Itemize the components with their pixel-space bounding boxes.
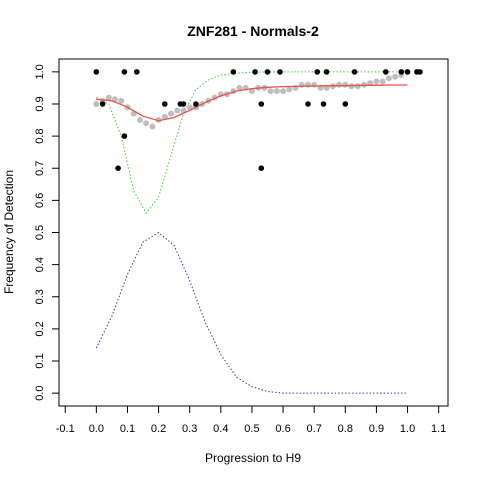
smoothed-point	[367, 80, 374, 87]
x-tick-label: 0.9	[369, 423, 384, 435]
smoothed-point	[373, 78, 380, 85]
smoothed-point	[112, 96, 118, 103]
x-axis-label: Progression to H9	[205, 451, 301, 465]
smoothed-point	[236, 84, 243, 91]
y-tick-label: 0.7	[34, 161, 46, 176]
y-axis-label: Frequency of Detection	[2, 170, 16, 294]
smoothed-point	[155, 117, 162, 123]
x-tick-label: 0.6	[275, 423, 290, 435]
smoothed-point	[385, 75, 392, 82]
smoothed-point	[186, 104, 193, 111]
y-tick-label: 0.4	[34, 257, 46, 272]
observed-point	[277, 69, 283, 75]
observed-point	[99, 101, 106, 107]
x-axis: -0.1 0.0 0.1 0.2 0.3 0.4 0.5 0.6 0.7 0.8 0.9 1.0 1.1	[56, 405, 446, 435]
chart-title: ZNF281 - Normals-2	[187, 23, 319, 39]
y-tick-label: 0.3	[34, 289, 46, 304]
smoothed-point	[392, 73, 399, 80]
x-tick-label: 1.0	[400, 423, 415, 435]
smoothed-point	[379, 78, 386, 85]
smoothed-point	[174, 107, 181, 114]
upper-band-curve	[96, 71, 408, 215]
observed-point	[121, 69, 128, 75]
observed-point	[252, 69, 258, 75]
observed-point	[121, 133, 128, 139]
observed-point	[258, 101, 265, 107]
observed-point	[404, 69, 411, 75]
smoothed-point	[336, 81, 343, 88]
observed-point	[417, 69, 423, 75]
x-tick-label: 0.0	[89, 423, 104, 435]
smoothed-point	[161, 113, 168, 120]
x-tick-label: 1.1	[431, 423, 446, 435]
smoothed-point	[286, 86, 293, 93]
observed-point	[193, 101, 199, 107]
smoothed-point	[105, 94, 112, 101]
plot-frame	[58, 58, 449, 407]
smoothed-point	[149, 123, 156, 130]
observed-point	[314, 69, 321, 75]
observed-point	[351, 69, 358, 75]
x-tick-label: 0.7	[307, 423, 322, 435]
observed-point	[323, 69, 330, 75]
series-layer	[93, 68, 423, 394]
y-tick-label: 1.0	[34, 64, 46, 79]
x-tick-label: 0.3	[182, 423, 197, 435]
observed-point	[258, 165, 265, 171]
smoothed-point	[118, 97, 125, 104]
smoothed-point	[168, 110, 174, 117]
y-axis: 0.0 0.1 0.2 0.3 0.4 0.5 0.6 0.7 0.8 0.9 1.0	[34, 64, 60, 401]
smoothed-point	[342, 81, 349, 88]
observed-point	[230, 69, 237, 75]
y-tick-label: 0.1	[34, 353, 46, 368]
fit-line	[96, 84, 408, 122]
observed-point	[398, 69, 405, 75]
smoothed-point	[273, 88, 280, 95]
smoothed-point	[136, 117, 143, 123]
x-tick-label: 0.5	[244, 423, 259, 435]
y-tick-label: 0.8	[34, 128, 46, 143]
smoothed-point	[93, 101, 100, 107]
x-tick-label: 0.4	[213, 423, 228, 435]
observed-point	[383, 69, 389, 75]
x-tick-label: -0.1	[56, 423, 75, 435]
observed-point	[305, 101, 311, 107]
x-tick-label: 0.2	[151, 423, 166, 435]
y-tick-label: 0.6	[34, 193, 46, 208]
observed-point	[93, 69, 100, 75]
smoothed-point	[311, 81, 318, 88]
x-tick-label: 0.1	[120, 423, 135, 435]
observed-point	[134, 69, 140, 75]
smoothed-point	[143, 120, 150, 127]
y-tick-label: 0.2	[34, 321, 46, 336]
observed-point	[162, 101, 168, 107]
y-tick-label: 0.9	[34, 96, 46, 111]
observed-point	[180, 101, 187, 107]
observed-point	[115, 165, 121, 171]
smoothed-point	[354, 83, 361, 90]
y-tick-label: 0.0	[34, 385, 46, 400]
smoothed-point	[248, 88, 255, 95]
x-tick-label: 0.8	[338, 423, 353, 435]
observed-point	[264, 69, 271, 75]
density-curve	[95, 231, 408, 394]
y-tick-label: 0.5	[34, 225, 46, 240]
smoothed-point	[267, 88, 274, 95]
smoothed-point	[280, 88, 287, 95]
smoothed-point	[348, 83, 355, 90]
observed-point	[320, 101, 327, 107]
observed-point	[342, 101, 349, 107]
